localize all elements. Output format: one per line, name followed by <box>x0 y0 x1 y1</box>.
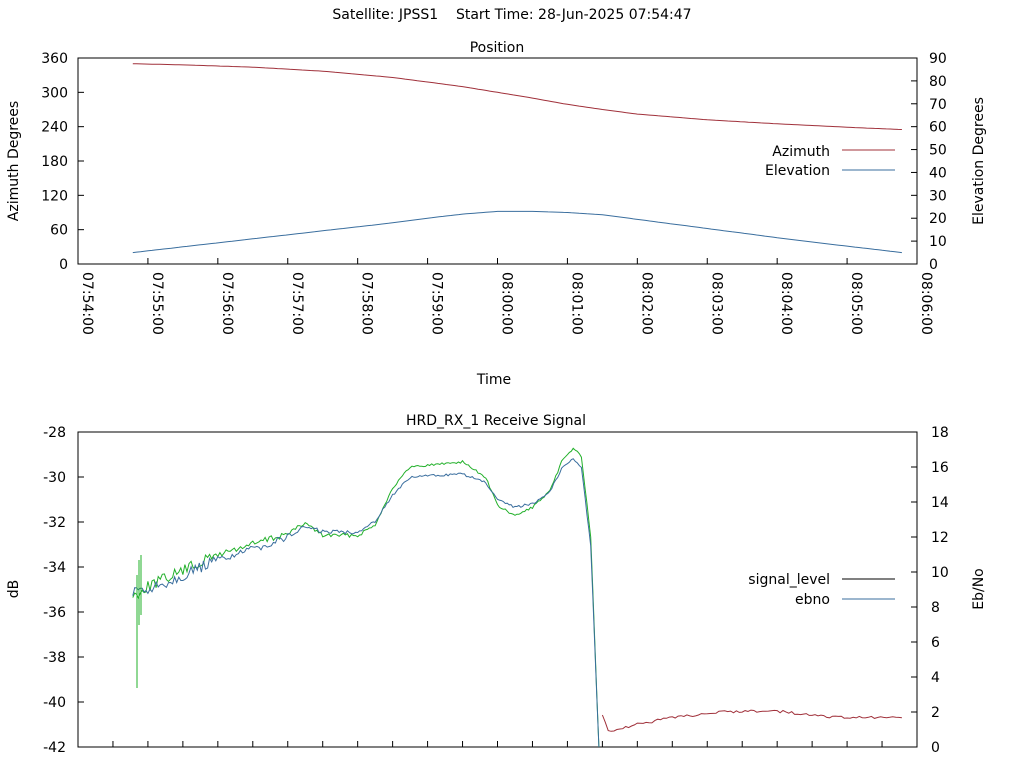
ebno-tick-label: 12 <box>931 530 949 546</box>
position-chart-title: Position <box>470 40 525 56</box>
ebno-tick-label: 14 <box>931 495 949 511</box>
legend-azimuth-label: Azimuth <box>772 144 830 160</box>
time-tick-label: 08:01:00 <box>568 272 584 335</box>
elevation-tick-label: 60 <box>929 120 947 136</box>
elevation-axis: 0 10 20 30 40 50 60 70 80 90 <box>911 51 947 273</box>
legend-elevation-label: Elevation <box>765 163 830 179</box>
azimuth-tick-label: 360 <box>41 51 68 67</box>
azimuth-axis: 0 60 120 180 240 300 360 <box>41 51 84 273</box>
db-tick-label: -38 <box>43 650 66 666</box>
ebno-tick-label: 6 <box>931 635 940 651</box>
legend-ebno-label: ebno <box>795 592 830 608</box>
receive-signal-series <box>132 447 902 748</box>
time-tick-label: 07:58:00 <box>359 272 375 335</box>
db-tick-label: -36 <box>43 605 66 621</box>
page-title: Satellite: JPSS1 Start Time: 28-Jun-2025… <box>332 7 692 23</box>
receive-time-axis <box>112 741 883 747</box>
time-tick-label: 07:55:00 <box>149 272 165 335</box>
azimuth-tick-label: 300 <box>41 85 68 101</box>
azimuth-tick-label: 60 <box>50 223 68 239</box>
ebno-tick-label: 8 <box>931 600 940 616</box>
elevation-tick-label: 70 <box>929 97 947 113</box>
elevation-tick-label: 0 <box>929 257 938 273</box>
elevation-tick-label: 80 <box>929 74 947 90</box>
ebno-tick-label: 4 <box>931 670 940 686</box>
time-tick-label: 07:57:00 <box>289 272 305 335</box>
position-plot-frame <box>77 57 918 265</box>
azimuth-line <box>132 63 902 130</box>
ebno-tick-label: 18 <box>931 425 949 441</box>
ebno-tick-label: 2 <box>931 705 940 721</box>
db-tick-label: -40 <box>43 695 66 711</box>
receive-signal-plot-frame <box>77 431 918 748</box>
ebno-axis-label: Eb/No <box>971 568 987 610</box>
time-tick-label: 07:59:00 <box>429 272 445 335</box>
ebno-line <box>132 458 600 748</box>
time-tick-label: 08:02:00 <box>638 272 654 335</box>
db-axis-label: dB <box>6 580 22 599</box>
position-legend: Azimuth Elevation <box>765 144 895 179</box>
time-tick-label: 08:06:00 <box>918 272 934 335</box>
ebno-secondary-line <box>132 447 600 748</box>
time-tick-label: 07:56:00 <box>219 272 235 335</box>
db-tick-label: -32 <box>43 515 66 531</box>
elevation-tick-label: 30 <box>929 188 947 204</box>
ebno-tick-label: 16 <box>931 460 949 476</box>
azimuth-tick-label: 240 <box>41 120 68 136</box>
time-tick-label: 08:00:00 <box>499 272 515 335</box>
receive-signal-chart: HRD_RX_1 Receive Signal -42-40-38-36-34-… <box>6 413 987 756</box>
azimuth-tick-label: 0 <box>59 257 68 273</box>
time-tick-label: 08:04:00 <box>778 272 794 335</box>
db-tick-label: -28 <box>43 425 66 441</box>
elevation-tick-label: 90 <box>929 51 947 67</box>
elevation-line <box>132 210 902 254</box>
elevation-axis-label: Elevation Degrees <box>971 97 987 225</box>
time-tick-label: 08:03:00 <box>708 272 724 335</box>
receive-signal-legend: signal_level ebno <box>748 572 895 608</box>
position-series <box>132 63 902 254</box>
azimuth-tick-label: 120 <box>41 188 68 204</box>
ebno-tick-label: 10 <box>931 565 949 581</box>
db-tick-label: -30 <box>43 470 66 486</box>
signal-level-line <box>601 709 902 732</box>
ebno-axis: 0 2 4 6 8 10 12 14 16 18 <box>911 425 949 756</box>
azimuth-tick-label: 180 <box>41 154 68 170</box>
db-axis: -42 -40 -38 -36 -34 -32 -30 -28 <box>43 425 84 756</box>
db-tick-label: -34 <box>43 560 66 576</box>
elevation-tick-label: 10 <box>929 234 947 250</box>
time-axis: 07:54:00 07:55:00 07:56:00 07:57:00 07:58:00… <box>77 258 934 335</box>
elevation-tick-label: 20 <box>929 211 947 227</box>
ebno-tick-label: 0 <box>931 740 940 756</box>
time-tick-label: 08:05:00 <box>848 272 864 335</box>
time-tick-label: 07:54:00 <box>79 272 95 335</box>
signal-spikes <box>136 555 142 688</box>
elevation-tick-label: 50 <box>929 143 947 159</box>
azimuth-axis-label: Azimuth Degrees <box>6 101 22 221</box>
position-chart: Position 0 60 120 180 240 300 360 0 10 20 30 40 50 6… <box>6 40 987 388</box>
time-axis-label: Time <box>476 372 511 388</box>
legend-signal-level-label: signal_level <box>748 572 830 588</box>
elevation-tick-label: 40 <box>929 165 947 181</box>
db-tick-label: -42 <box>43 740 66 756</box>
receive-signal-chart-title: HRD_RX_1 Receive Signal <box>406 413 586 429</box>
